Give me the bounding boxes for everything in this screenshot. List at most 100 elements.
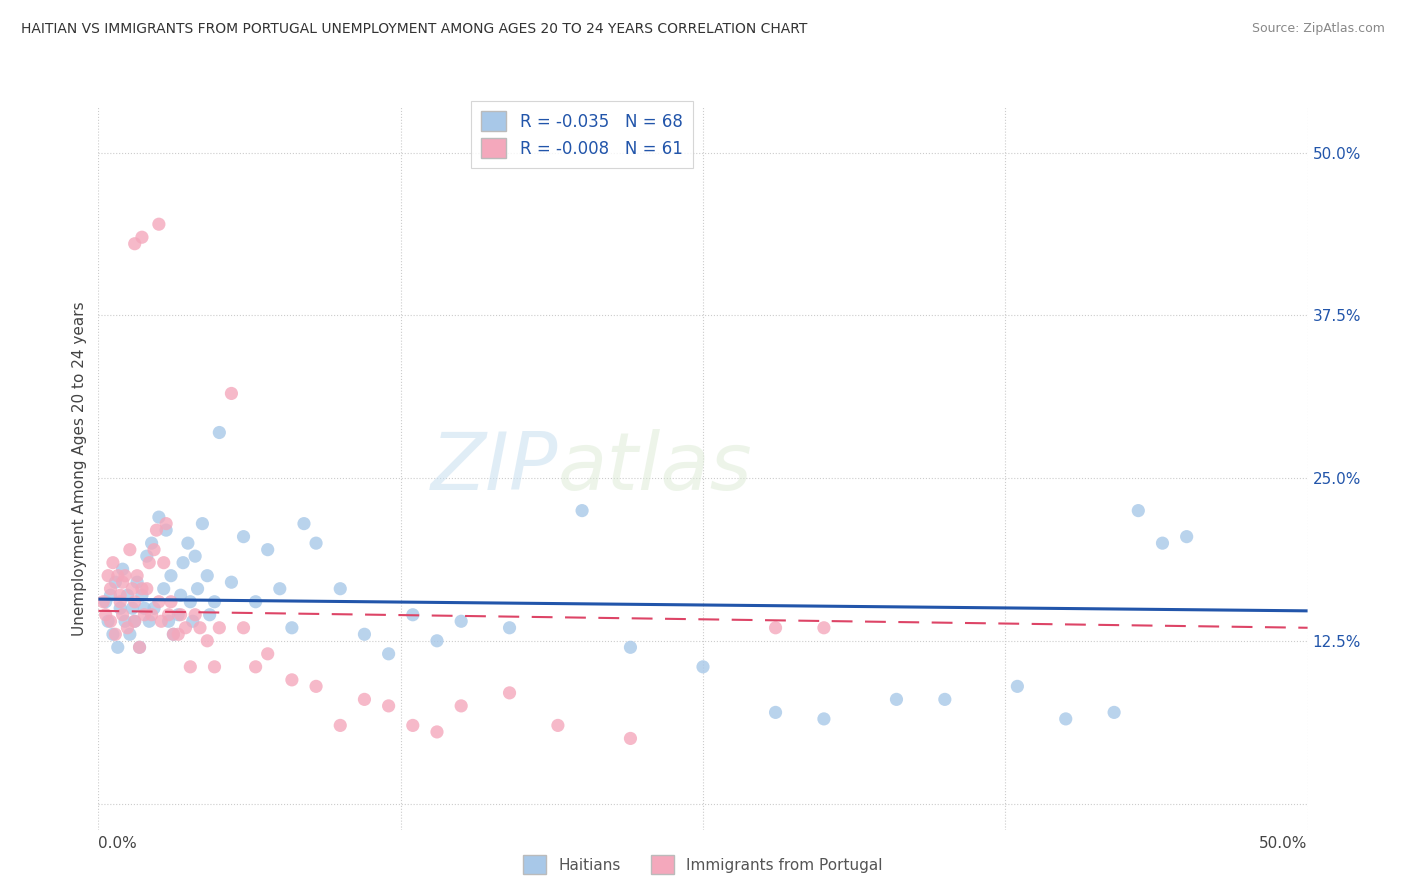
Point — [94, 595, 117, 609]
Point — [269, 582, 291, 596]
Text: Source: ZipAtlas.com: Source: ZipAtlas.com — [1251, 22, 1385, 36]
Point — [692, 660, 714, 674]
Text: ZIP: ZIP — [430, 429, 558, 508]
Point — [131, 588, 153, 602]
Point — [104, 627, 127, 641]
Point — [886, 692, 908, 706]
Point — [145, 523, 167, 537]
Point — [104, 575, 127, 590]
Point — [134, 601, 156, 615]
Point — [124, 614, 146, 628]
Point — [329, 718, 352, 732]
Point — [1128, 503, 1150, 517]
Point — [101, 556, 124, 570]
Point — [305, 679, 328, 693]
Point — [402, 607, 425, 622]
Point — [162, 627, 184, 641]
Point — [571, 503, 593, 517]
Point — [148, 510, 170, 524]
Point — [114, 614, 136, 628]
Point — [934, 692, 956, 706]
Point — [179, 595, 201, 609]
Point — [204, 595, 226, 609]
Point — [177, 536, 200, 550]
Point — [188, 621, 211, 635]
Point — [198, 607, 221, 622]
Point — [94, 607, 117, 622]
Point — [547, 718, 569, 732]
Point — [232, 621, 254, 635]
Point — [128, 640, 150, 655]
Point — [121, 601, 143, 615]
Point — [813, 621, 835, 635]
Point — [107, 640, 129, 655]
Point — [498, 621, 520, 635]
Point — [169, 588, 191, 602]
Point — [157, 614, 180, 628]
Point — [245, 660, 267, 674]
Point — [138, 614, 160, 628]
Point — [100, 588, 122, 602]
Point — [619, 640, 641, 655]
Point — [426, 633, 449, 648]
Point — [118, 542, 141, 557]
Point — [127, 575, 149, 590]
Point — [155, 516, 177, 531]
Point — [97, 614, 120, 628]
Point — [281, 621, 304, 635]
Point — [167, 607, 190, 622]
Point — [1152, 536, 1174, 550]
Point — [127, 568, 149, 582]
Point — [148, 217, 170, 231]
Point — [204, 660, 226, 674]
Point — [111, 607, 134, 622]
Point — [1175, 530, 1198, 544]
Text: atlas: atlas — [558, 429, 752, 508]
Point — [108, 595, 131, 609]
Point — [245, 595, 267, 609]
Point — [498, 686, 520, 700]
Point — [148, 595, 170, 609]
Point — [353, 627, 375, 641]
Point — [111, 562, 134, 576]
Point — [195, 633, 218, 648]
Point — [1054, 712, 1077, 726]
Point — [184, 607, 207, 622]
Point — [114, 568, 136, 582]
Point — [174, 621, 197, 635]
Point — [353, 692, 375, 706]
Point — [131, 582, 153, 596]
Point — [813, 712, 835, 726]
Point — [124, 595, 146, 609]
Point — [281, 673, 304, 687]
Point — [162, 627, 184, 641]
Point — [138, 556, 160, 570]
Point — [97, 568, 120, 582]
Point — [152, 556, 174, 570]
Legend: Haitians, Immigrants from Portugal: Haitians, Immigrants from Portugal — [517, 849, 889, 880]
Point — [135, 582, 157, 596]
Text: 0.0%: 0.0% — [98, 836, 138, 851]
Y-axis label: Unemployment Among Ages 20 to 24 years: Unemployment Among Ages 20 to 24 years — [72, 301, 87, 636]
Point — [329, 582, 352, 596]
Point — [256, 647, 278, 661]
Point — [118, 627, 141, 641]
Point — [1102, 706, 1125, 720]
Point — [124, 614, 146, 628]
Point — [184, 549, 207, 564]
Point — [100, 582, 122, 596]
Point — [117, 588, 139, 602]
Point — [191, 516, 214, 531]
Point — [450, 614, 472, 628]
Point — [141, 607, 163, 622]
Point — [221, 386, 243, 401]
Point — [208, 621, 231, 635]
Point — [135, 549, 157, 564]
Point — [143, 542, 166, 557]
Point — [108, 588, 131, 602]
Text: HAITIAN VS IMMIGRANTS FROM PORTUGAL UNEMPLOYMENT AMONG AGES 20 TO 24 YEARS CORRE: HAITIAN VS IMMIGRANTS FROM PORTUGAL UNEM… — [21, 22, 807, 37]
Point — [160, 595, 183, 609]
Point — [208, 425, 231, 440]
Point — [232, 530, 254, 544]
Point — [172, 556, 194, 570]
